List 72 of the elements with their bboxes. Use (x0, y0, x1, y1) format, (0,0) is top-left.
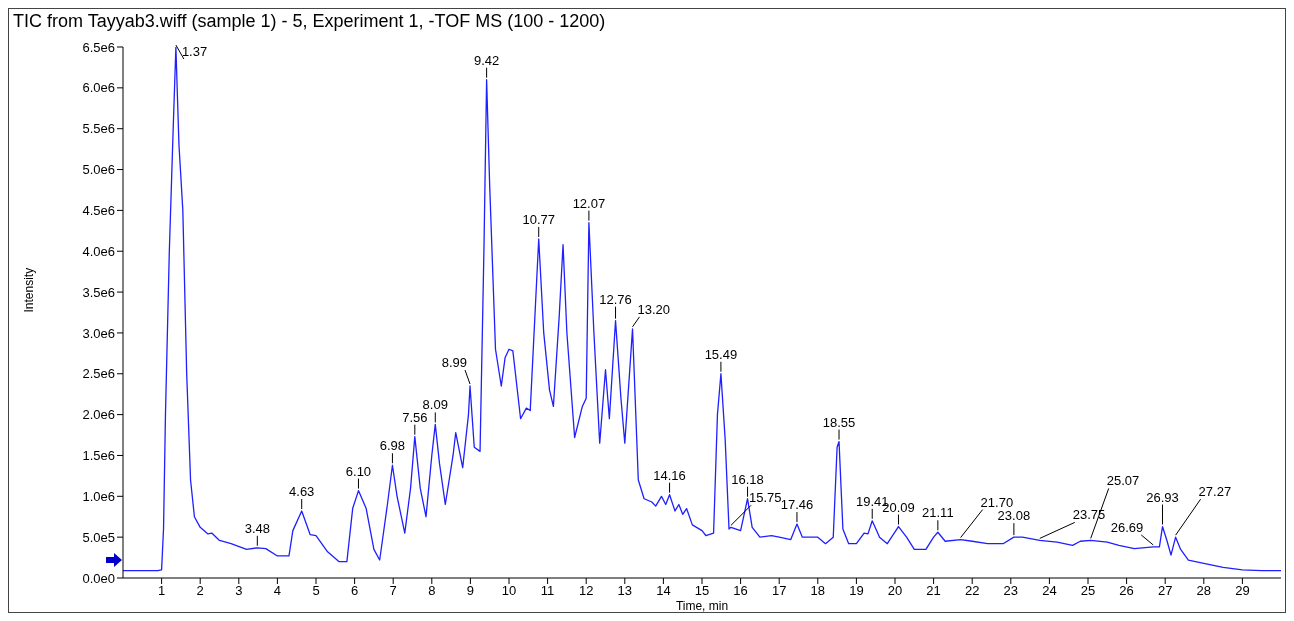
annotation: 23.08 (997, 508, 1031, 524)
y-tick-label: 1.0e6 (82, 488, 115, 504)
x-tick-label: 8 (428, 583, 436, 599)
x-tick-label: 12 (578, 583, 594, 599)
annotation: 10.77 (522, 211, 555, 227)
annotation: 21.70 (980, 494, 1014, 510)
chart-title: TIC from Tayyab3.wiff (sample 1) - 5, Experiment 1, -TOF MS (100 - 1200) (13, 11, 606, 32)
x-tick-label: 25 (1080, 583, 1096, 599)
x-tick-label: 23 (1003, 583, 1019, 599)
annotation: 23.75 (1072, 507, 1106, 523)
annotation: 3.48 (244, 520, 270, 536)
annotation: 15.49 (704, 346, 738, 362)
annotation: 12.76 (599, 291, 632, 307)
annotation: 21.11 (922, 505, 954, 521)
x-tick-label: 24 (1042, 583, 1057, 599)
y-tick-label: 5.0e5 (82, 529, 115, 545)
x-tick-label: 17 (771, 583, 787, 599)
x-tick-label: 9 (466, 583, 475, 599)
annotation: 14.16 (653, 467, 686, 483)
x-tick-label: 29 (1235, 583, 1250, 599)
x-tick-label: 26 (1119, 583, 1134, 599)
x-tick-label: 19 (849, 583, 864, 599)
x-tick-label: 20 (887, 583, 903, 599)
annotation: 12.07 (572, 195, 606, 211)
annotation: 13.20 (637, 301, 671, 317)
y-tick-label: 3.5e6 (82, 284, 115, 300)
x-tick-label: 21 (926, 583, 941, 599)
x-tick-label: 1 (157, 583, 166, 599)
y-tick-label: 0.0e0 (82, 570, 115, 586)
annotation: 6.10 (345, 463, 372, 479)
x-tick-label: 11 (540, 583, 555, 599)
y-tick-label: 3.0e6 (82, 325, 115, 341)
x-tick-label: 3 (235, 583, 243, 599)
x-tick-label: 13 (617, 583, 633, 599)
y-tick-label: 5.0e6 (82, 162, 115, 178)
annotation: 1.37 (181, 44, 208, 59)
line-series (123, 47, 1281, 572)
annotation: 26.93 (1146, 489, 1179, 505)
annotation: 27.27 (1198, 484, 1232, 500)
x-tick-label: 7 (389, 583, 397, 599)
annotation: 9.42 (473, 52, 500, 68)
annotation: 26.69 (1110, 519, 1144, 535)
x-tick-label: 2 (196, 583, 204, 599)
y-tick-label: 2.5e6 (82, 366, 115, 382)
x-tick-label: 10 (501, 583, 517, 599)
y-tick-label: 4.0e6 (82, 243, 115, 259)
annotation: 16.18 (731, 471, 764, 487)
x-tick-label: 27 (1157, 583, 1173, 599)
annotation: 17.46 (780, 497, 814, 513)
annotation: 8.99 (441, 355, 468, 371)
x-tick-label: 4 (273, 583, 282, 599)
x-tick-label: 15 (694, 583, 710, 599)
y-tick-label: 6.5e6 (82, 39, 115, 55)
y-tick-label: 6.0e6 (82, 80, 115, 96)
x-tick-label: 28 (1196, 583, 1212, 599)
y-tick-label: 1.5e6 (82, 448, 115, 464)
annotation: 25.07 (1106, 473, 1140, 489)
annotation: 6.98 (379, 438, 406, 454)
y-tick-label: 2.0e6 (82, 407, 115, 423)
y-tick-label: 5.5e6 (82, 121, 115, 137)
annotation: 15.75 (748, 490, 782, 506)
x-tick-label: 18 (810, 583, 826, 599)
y-axis-title: Intensity (22, 267, 37, 313)
annotation: 18.55 (822, 414, 856, 430)
x-tick-label: 14 (656, 583, 671, 599)
x-tick-label: 16 (733, 583, 748, 599)
x-tick-label: 6 (350, 583, 359, 599)
x-axis-title: Time, min (675, 599, 729, 613)
x-tick-label: 5 (312, 583, 320, 599)
y-tick-label: 4.5e6 (82, 203, 115, 218)
annotation: 4.63 (289, 484, 315, 500)
x-tick-label: 22 (964, 583, 980, 599)
